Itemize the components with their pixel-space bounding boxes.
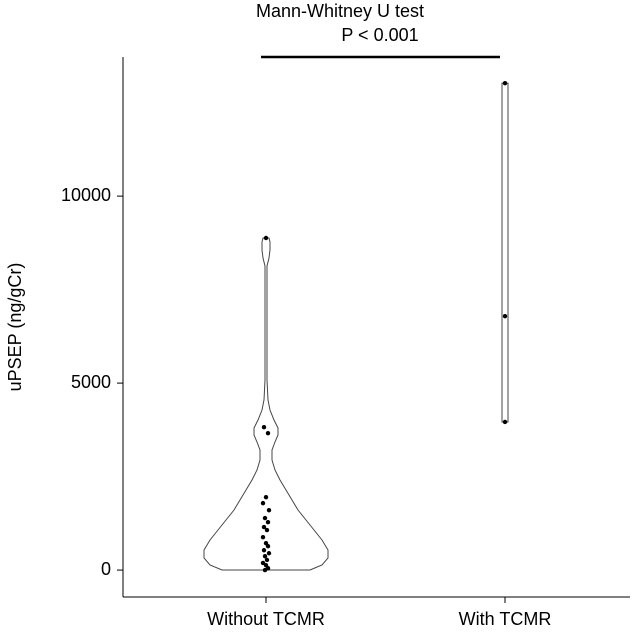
p-value: P < 0.001 — [341, 25, 418, 45]
violin — [203, 237, 329, 571]
violin — [501, 82, 509, 423]
y-axis-label: uPSEP (ng/gCr) — [5, 263, 25, 392]
y-tick-label: 5000 — [71, 372, 111, 392]
data-point — [261, 548, 267, 553]
data-point — [261, 425, 267, 430]
data-point — [260, 500, 266, 506]
data-point — [266, 508, 272, 513]
y-tick-label: 0 — [101, 559, 111, 579]
data-point — [265, 431, 271, 436]
data-point — [263, 494, 269, 500]
data-point — [260, 560, 266, 566]
data-point — [264, 527, 270, 533]
data-point — [502, 313, 508, 319]
data-point — [265, 520, 271, 525]
x-tick-label: Without TCMR — [207, 609, 325, 629]
data-point — [502, 419, 508, 425]
data-point — [266, 551, 272, 556]
y-tick-label: 10000 — [61, 185, 111, 205]
data-point — [265, 543, 271, 549]
chart-title: Mann-Whitney U test — [256, 1, 424, 21]
data-point — [262, 515, 268, 521]
data-point — [263, 235, 269, 241]
data-point — [262, 567, 268, 573]
x-tick-label: With TCMR — [459, 609, 552, 629]
data-point — [260, 534, 266, 540]
data-point — [502, 80, 508, 86]
data-point — [264, 557, 270, 563]
data-point — [261, 524, 267, 530]
data-point — [262, 554, 268, 559]
